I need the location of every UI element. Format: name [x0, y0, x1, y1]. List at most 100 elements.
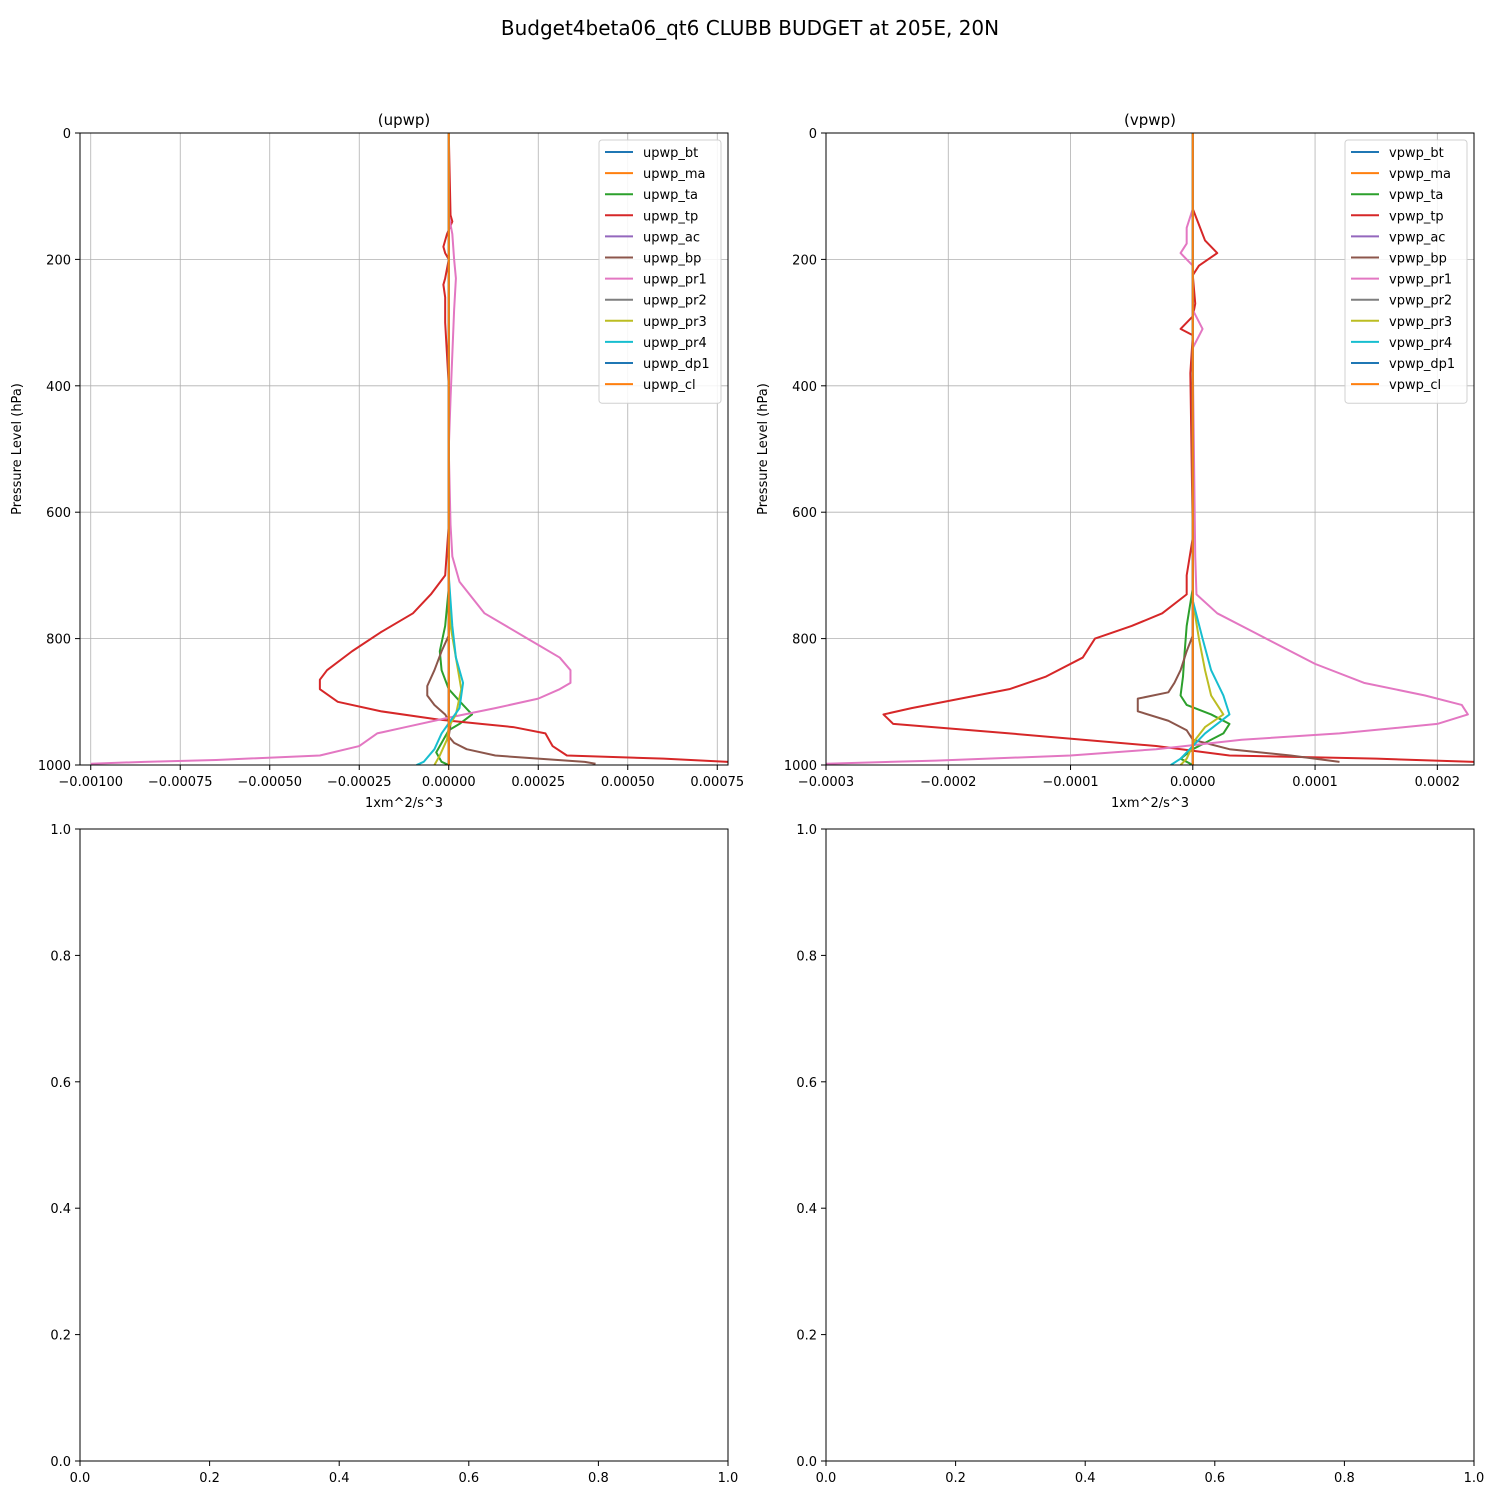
legend-label: upwp_ac — [643, 230, 700, 245]
legend-label: vpwp_cl — [1389, 378, 1441, 393]
empty-panel-bottom-left: 0.0 0.2 0.4 0.6 0.8 1.0 0.0 0.2 0.4 0.6 0.8 1.0 — [50, 823, 738, 1486]
y-tick-label: 0 — [809, 127, 817, 142]
legend-label: upwp_pr2 — [643, 294, 707, 309]
y-axis-label: Pressure Level (hPa) — [10, 383, 25, 515]
axes-frame — [825, 828, 1475, 1462]
x-tick-label: −0.0002 — [920, 775, 976, 790]
series-group — [90, 133, 728, 765]
y-tick-label: 0.4 — [796, 1202, 817, 1217]
y-tick-label: 800 — [792, 633, 817, 648]
y-tick-label: 200 — [46, 253, 71, 268]
legend-label: vpwp_pr4 — [1389, 336, 1452, 351]
y-tick-label: 1.0 — [50, 823, 71, 838]
legend-label: upwp_pr3 — [643, 315, 707, 330]
legend-label: vpwp_ac — [1389, 230, 1445, 245]
x-tick-label: 1.0 — [718, 1471, 739, 1486]
x-tick-label: 0.0 — [70, 1471, 91, 1486]
x-tick-label: 0.2 — [945, 1471, 966, 1486]
legend-label: vpwp_bt — [1389, 146, 1444, 161]
legend-label: vpwp_ta — [1389, 188, 1443, 203]
y-tick-label: 600 — [792, 506, 817, 521]
y-tick-label: 0.6 — [50, 1076, 71, 1091]
axes-title: (upwp) — [378, 111, 431, 129]
y-tick-label: 0.4 — [50, 1202, 71, 1217]
legend-label: upwp_tp — [643, 209, 698, 224]
legend-label: vpwp_tp — [1389, 209, 1444, 224]
legend-label: vpwp_bp — [1389, 252, 1447, 267]
figure-title: Budget4beta06_qt6 CLUBB BUDGET at 205E, … — [500, 16, 1000, 40]
x-tick-label: −0.00050 — [237, 775, 302, 790]
empty-panel-bottom-right: 0.0 0.2 0.4 0.6 0.8 1.0 0.0 0.2 0.4 0.6 0.8 1.0 — [796, 823, 1484, 1486]
legend-label: vpwp_pr1 — [1389, 273, 1452, 288]
legend-box — [1344, 139, 1468, 404]
y-tick-label: 0.2 — [796, 1329, 817, 1344]
x-tick-label: −0.0003 — [798, 775, 854, 790]
y-tick-label: 0.2 — [50, 1329, 71, 1344]
y-tick-label: 400 — [46, 380, 71, 395]
y-tick-label: 0.8 — [796, 949, 817, 964]
y-tick-label: 0.0 — [796, 1455, 817, 1470]
legend-label: upwp_bp — [643, 252, 701, 267]
x-tick-label: −0.00075 — [148, 775, 213, 790]
x-tick-label: 1.0 — [1464, 1471, 1485, 1486]
series-line-upwp_ta — [435, 133, 474, 765]
x-tick-label: 0.2 — [199, 1471, 220, 1486]
legend: vpwp_bt vpwp_ma vpwp_ta vpwp_tp vpwp_ac vpwp_… — [1344, 139, 1468, 404]
legend-label: upwp_dp1 — [643, 357, 710, 372]
y-tick-label: 1000 — [38, 759, 71, 774]
series-line-vpwp_bp — [1136, 133, 1340, 763]
y-tick-label: 0.6 — [796, 1076, 817, 1091]
y-tick-label: 0 — [63, 127, 71, 142]
x-axis-label: 1xm^2/s^3 — [1111, 796, 1189, 811]
axes-title: (vpwp) — [1124, 111, 1176, 129]
legend-label: upwp_bt — [643, 146, 698, 161]
x-tick-label: 0.00000 — [422, 775, 476, 790]
y-tick-label: 200 — [792, 253, 817, 268]
y-axis-label: Pressure Level (hPa) — [756, 383, 771, 515]
axes-frame — [79, 828, 729, 1462]
x-tick-label: 0.00050 — [601, 775, 655, 790]
y-tick-label: 800 — [46, 633, 71, 648]
x-tick-label: 0.00025 — [511, 775, 565, 790]
x-tick-label: −0.00025 — [327, 775, 392, 790]
x-tick-label: 0.0001 — [1292, 775, 1338, 790]
series-line-upwp_pr1 — [90, 133, 572, 765]
x-tick-label: 0.6 — [1204, 1471, 1225, 1486]
series-line-upwp_pr4 — [416, 133, 465, 765]
y-tick-label: 0.0 — [50, 1455, 71, 1470]
x-tick-label: −0.0001 — [1042, 775, 1098, 790]
x-tick-label: 0.8 — [1334, 1471, 1355, 1486]
legend-label: vpwp_pr2 — [1389, 294, 1452, 309]
series-line-vpwp_pr1 — [826, 133, 1469, 765]
x-tick-label: 0.0 — [816, 1471, 837, 1486]
legend-label: upwp_ta — [643, 188, 698, 203]
y-tick-label: 400 — [792, 380, 817, 395]
x-tick-label: 0.4 — [329, 1471, 350, 1486]
series-group — [826, 133, 1474, 765]
x-tick-label: 0.00075 — [690, 775, 744, 790]
series-line-upwp_tp — [318, 133, 728, 763]
legend-label: vpwp_pr3 — [1389, 315, 1452, 330]
x-tick-label: 0.0000 — [1170, 775, 1216, 790]
upwp-panel: −0.00100 −0.00075 −0.00050 −0.00025 0.00000 0… — [10, 111, 744, 811]
x-tick-label: −0.00100 — [58, 775, 123, 790]
x-axis-label: 1xm^2/s^3 — [365, 796, 443, 811]
y-tick-label: 1.0 — [796, 823, 817, 838]
axes-frame — [825, 132, 1475, 766]
legend-box — [598, 139, 722, 404]
series-line-vpwp_ta — [1179, 133, 1231, 765]
y-tick-label: 600 — [46, 506, 71, 521]
series-line-vpwp_pr4 — [1170, 133, 1231, 765]
axes-frame — [79, 132, 729, 766]
x-tick-label: 0.4 — [1075, 1471, 1096, 1486]
legend: upwp_bt upwp_ma upwp_ta upwp_tp upwp_ac upwp_… — [598, 139, 722, 404]
legend-label: upwp_ma — [643, 167, 706, 182]
x-tick-label: 0.0002 — [1415, 775, 1461, 790]
y-tick-label: 0.8 — [50, 949, 71, 964]
series-line-vpwp_tp — [882, 133, 1474, 763]
vpwp-panel: −0.0003 −0.0002 −0.0001 0.0000 0.0001 0.0002 0… — [756, 111, 1475, 811]
y-tick-label: 1000 — [784, 759, 817, 774]
legend-label: vpwp_ma — [1389, 167, 1451, 182]
legend-label: vpwp_dp1 — [1389, 357, 1455, 372]
